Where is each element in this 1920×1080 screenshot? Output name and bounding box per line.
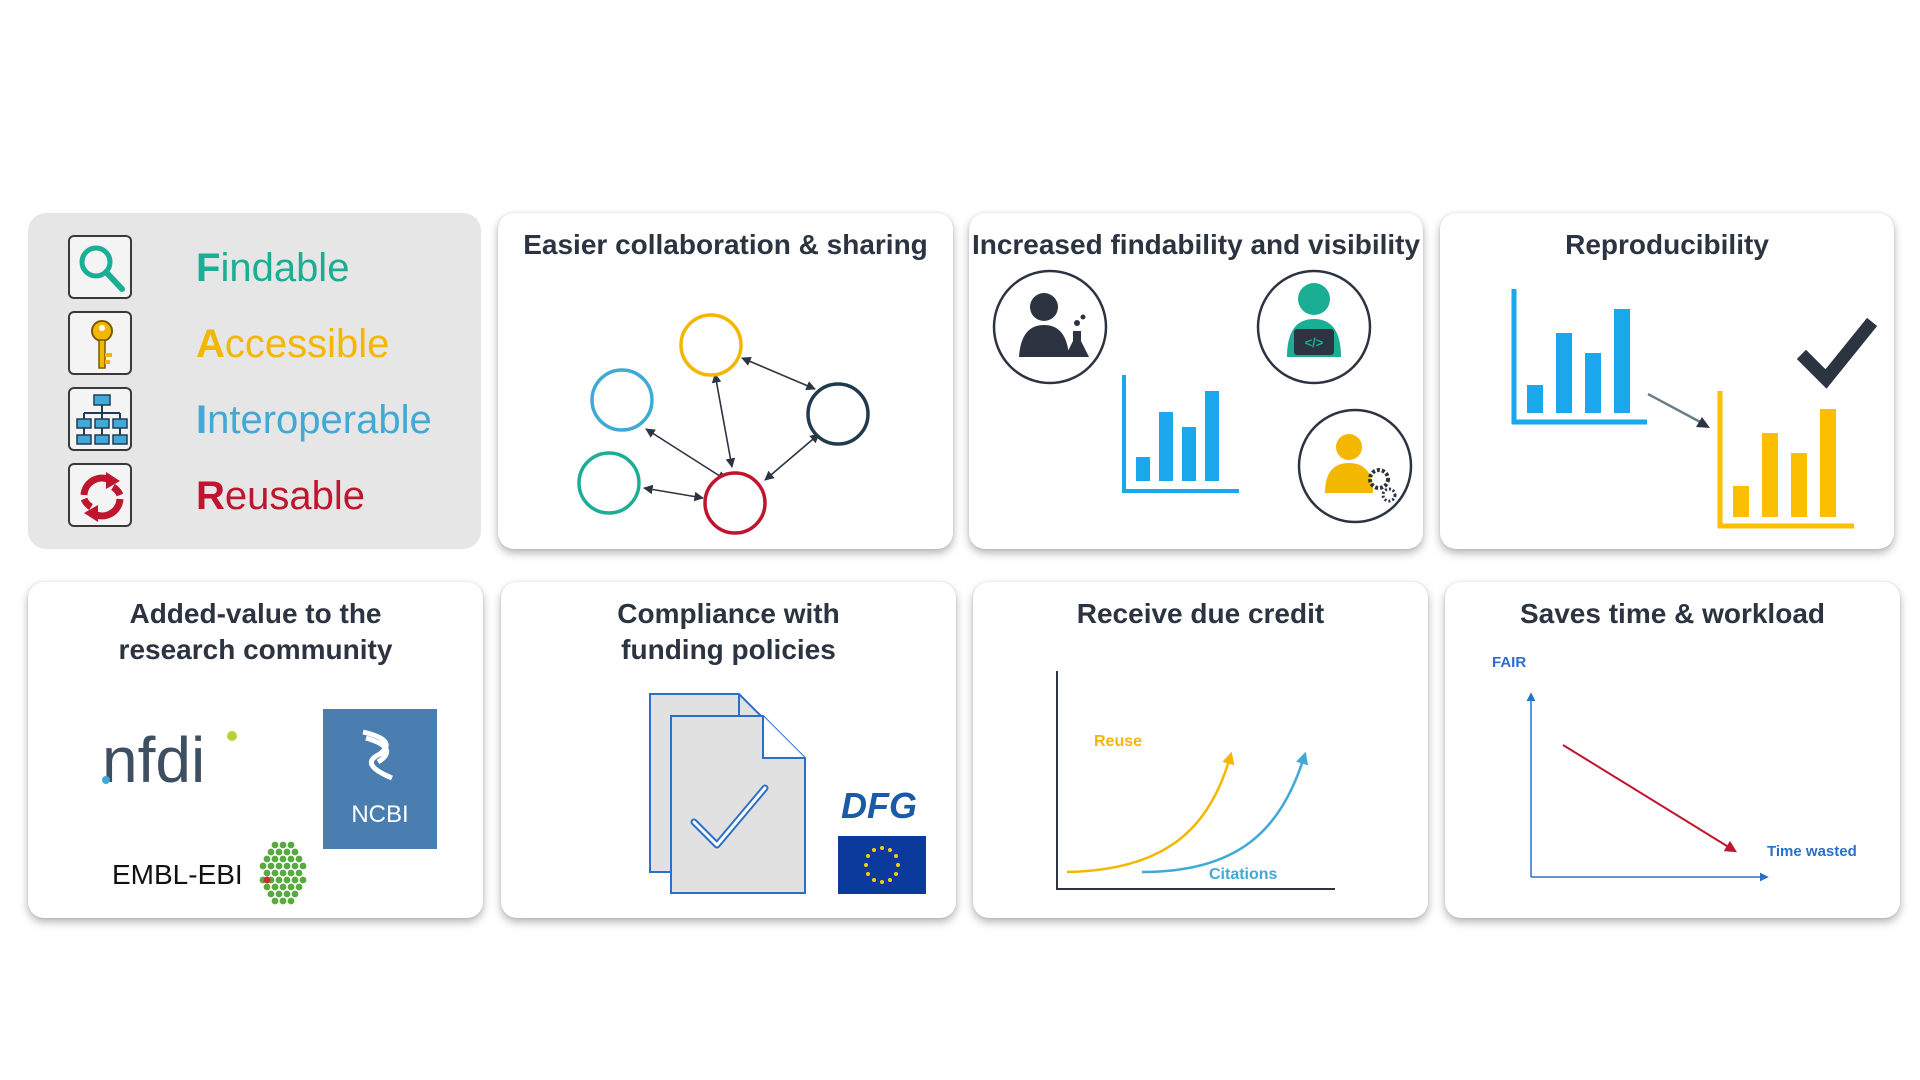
embl-ebi-logo: EMBL-EBI [112, 841, 307, 905]
fair-rest-reusable: eusable [224, 474, 366, 518]
time-chart: FAIR Time wasted [1492, 654, 1857, 882]
ncbi-logo: NCBI [323, 709, 437, 849]
key-icon [68, 311, 132, 375]
svg-text:</>: </> [1305, 335, 1324, 350]
edge-teal-red [643, 484, 704, 502]
node-red [703, 471, 767, 535]
fair-initial-a: A [196, 322, 225, 366]
arrow-between-charts [1647, 392, 1710, 428]
checkmark-icon [1796, 317, 1878, 389]
embl-ebi-logo-text: EMBL-EBI [112, 859, 243, 890]
fair-initial-i: I [196, 398, 208, 442]
document-icon [649, 693, 806, 894]
reproducibility-illustration [1511, 289, 1878, 529]
title-line-1: Compliance with [617, 598, 840, 629]
developer-icon: </> [1256, 269, 1372, 385]
fair-word-interoperable: Interoperable [196, 397, 432, 443]
reuse-label: Reuse [1094, 733, 1142, 750]
compliance-illustration: DFG [649, 693, 926, 894]
fair-panel: Findable Accessible [28, 213, 481, 549]
title-line-2: research community [118, 634, 393, 665]
eu-flag-icon [838, 836, 926, 894]
scientist-icon [992, 269, 1108, 385]
dfg-logo-text: DFG [841, 785, 917, 826]
edge-yellow-red [711, 373, 736, 468]
bar-chart-small [1122, 375, 1239, 493]
card-compliance: Compliance with funding policies DFG [501, 582, 956, 918]
citations-label: Citations [1209, 866, 1278, 883]
card-title-credit: Receive due credit [1076, 598, 1325, 629]
ncbi-logo-text: NCBI [351, 801, 408, 828]
card-title-collaboration: Easier collaboration & sharing [523, 229, 928, 260]
node-blue [590, 368, 654, 432]
fair-initial-f: F [196, 246, 221, 290]
engineer-icon [1297, 408, 1413, 524]
card-title-added-value: Added-value to the research community [28, 596, 483, 668]
credit-chart: Reuse Citations [1056, 671, 1335, 890]
node-yellow [679, 313, 743, 377]
dfg-logo: DFG [841, 785, 917, 826]
card-added-value: Added-value to the research community nf… [28, 582, 483, 918]
trend-line [1562, 744, 1738, 853]
network-graph [577, 313, 870, 535]
card-title-reproducibility: Reproducibility [1565, 229, 1769, 260]
edge-red-dark [764, 433, 820, 481]
bar-chart-yellow [1717, 391, 1854, 529]
fair-rest-accessible: ccessible [224, 322, 390, 366]
card-reproducibility: Reproducibility [1440, 213, 1894, 549]
fair-axis-label: FAIR [1492, 654, 1526, 671]
card-title-findability: Increased findability and visibility [971, 229, 1421, 260]
card-saves-time: Saves time & workload FAIR Time wasted [1445, 582, 1900, 918]
edge-blue-red [645, 428, 727, 481]
nfdi-logo: nfdi [102, 724, 237, 796]
fair-rest-findable: indable [220, 246, 350, 290]
node-teal [577, 451, 641, 515]
fair-word-reusable: Reusable [196, 473, 365, 519]
fair-word-accessible: Accessible [196, 321, 389, 367]
recycle-arrows-icon [68, 463, 132, 527]
citations-curve [1141, 751, 1309, 874]
card-credit: Receive due credit Reuse Citations [973, 582, 1428, 918]
fair-initial-r: R [196, 474, 225, 518]
edge-yellow-dark [741, 356, 816, 391]
nfdi-logo-text: nfdi [102, 724, 205, 796]
title-line-2: funding policies [621, 634, 836, 665]
magnifier-icon [68, 235, 132, 299]
fair-word-findable: Findable [196, 245, 349, 291]
card-findability: Increased findability and visibility </> [969, 213, 1423, 549]
bar-chart-blue [1511, 289, 1647, 425]
org-chart-icon [68, 387, 132, 451]
logos-research: nfdi NCBI EMBL-EBI [102, 709, 437, 905]
time-axis-label: Time wasted [1767, 843, 1857, 860]
node-dark [806, 382, 870, 446]
card-title-compliance: Compliance with funding policies [501, 596, 956, 668]
fair-rest-interoperable: nteroperable [207, 398, 432, 442]
card-title-saves-time: Saves time & workload [1519, 598, 1825, 629]
reuse-curve [1066, 751, 1235, 874]
card-collaboration: Easier collaboration & sharing [498, 213, 953, 549]
title-line-1: Added-value to the [129, 598, 382, 629]
findability-illustration: </> [992, 269, 1413, 524]
